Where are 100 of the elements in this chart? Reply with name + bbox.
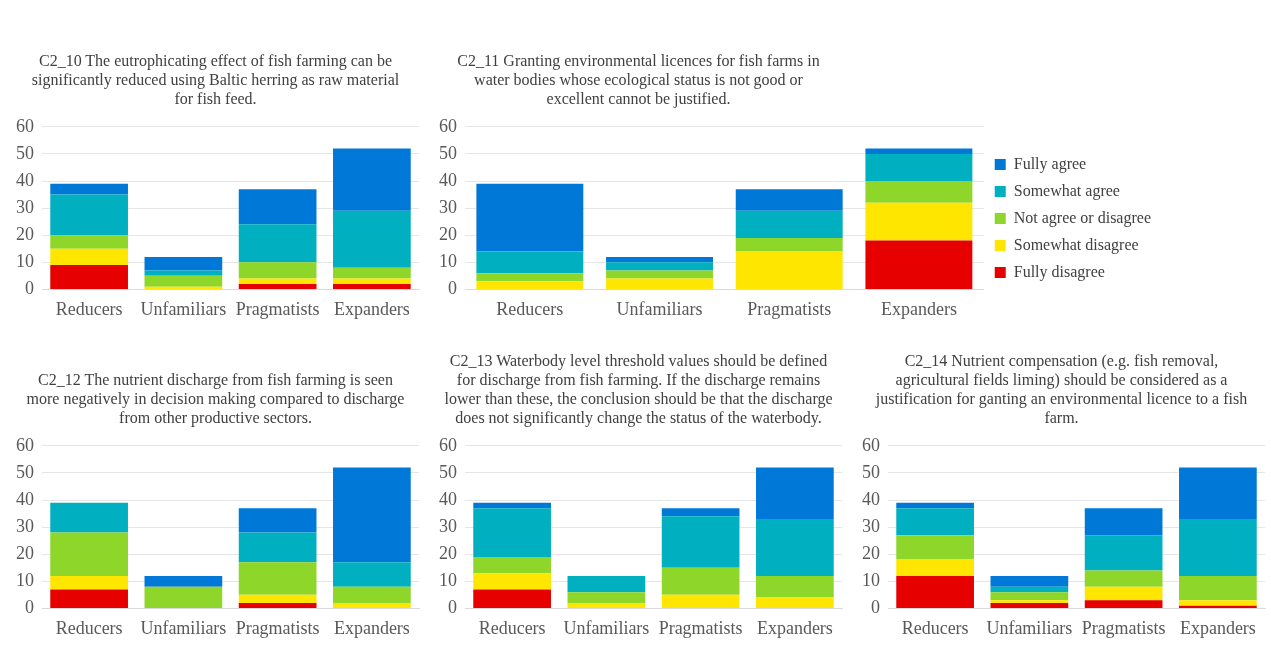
x-tick-label: Expanders	[333, 617, 410, 638]
y-tick-label: 50	[862, 461, 880, 482]
y-tick-label: 0	[448, 597, 457, 618]
y-tick-label: 20	[439, 223, 457, 244]
bar	[756, 575, 834, 598]
chart-title: C2_11 Granting environmental licences for fish farms in water bodies whose ecological status is not good or excellent cannot be justified.	[456, 51, 821, 108]
bar	[896, 502, 974, 509]
y-tick-label: 0	[871, 597, 880, 618]
y-tick-label: 20	[16, 542, 34, 563]
bar	[756, 467, 834, 519]
x-tick-label: Reducers	[478, 617, 546, 638]
bar	[333, 148, 411, 211]
bar	[473, 589, 551, 608]
bar	[50, 502, 128, 533]
bar	[990, 600, 1069, 603]
y-tick-label: 40	[439, 488, 457, 509]
bar	[144, 270, 223, 276]
bar	[333, 283, 411, 289]
y-tick-label: 60	[16, 434, 34, 455]
bar	[238, 189, 317, 225]
bar	[756, 518, 834, 576]
bar	[333, 467, 411, 563]
x-tick-label: Pragmatists	[1081, 617, 1166, 638]
x-tick-label: Pragmatists	[235, 298, 320, 319]
legend-label: Not agree or disagree	[1013, 208, 1151, 227]
y-tick-label: 50	[439, 461, 457, 482]
bar	[896, 575, 974, 608]
bar	[473, 502, 551, 509]
x-tick-label: Unfamiliars	[563, 617, 650, 638]
y-tick-label: 10	[439, 570, 457, 591]
chart-title: C2_13 Waterbody level threshold values should be defined for discharge from fish farming. If the discharge remains lower than these, the conclusion should be that the discharge does not significantly change the status of the waterbody.	[443, 351, 834, 427]
bar	[238, 532, 317, 563]
bar	[476, 273, 584, 282]
bar	[333, 210, 411, 268]
y-tick-label: 60	[16, 115, 34, 136]
bar	[50, 589, 128, 608]
y-tick-label: 20	[862, 542, 880, 563]
bar	[1084, 508, 1163, 536]
y-tick-label: 60	[439, 434, 457, 455]
bar	[333, 278, 411, 284]
bar	[606, 270, 713, 279]
y-tick-label: 40	[439, 169, 457, 190]
bar	[238, 562, 317, 595]
bar	[896, 508, 974, 536]
y-tick-label: 60	[862, 434, 880, 455]
y-tick-label: 10	[439, 251, 457, 272]
chart-title: C2_14 Nutrient compensation (e.g. fish removal, agricultural fields liming) should be considered as a justification for ganting an environmental licence to a fish farm.	[874, 351, 1249, 427]
chart-title: C2_10 The eutrophicating effect of fish farming can be significantly reduced using Baltic herring as raw material for fish feed.	[30, 51, 401, 108]
bar	[476, 183, 584, 252]
x-tick-label: Expanders	[1179, 617, 1256, 638]
bar	[735, 189, 843, 211]
bar	[144, 286, 223, 289]
y-tick-label: 60	[439, 115, 457, 136]
bar	[990, 592, 1069, 601]
y-tick-label: 40	[16, 488, 34, 509]
y-tick-label: 50	[16, 142, 34, 163]
bar	[661, 594, 740, 608]
bar	[333, 602, 411, 608]
bar	[661, 567, 740, 595]
bar	[865, 153, 973, 181]
bar	[606, 278, 713, 289]
bar	[473, 508, 551, 557]
y-tick-label: 50	[16, 461, 34, 482]
bar	[1179, 518, 1257, 576]
bar	[50, 183, 128, 195]
bar	[144, 256, 223, 271]
bar	[865, 148, 973, 154]
bar	[661, 516, 740, 568]
y-tick-label: 30	[862, 515, 880, 536]
bar	[1084, 586, 1163, 601]
bar	[144, 575, 223, 587]
y-tick-label: 10	[16, 570, 34, 591]
bar	[896, 559, 974, 576]
bar	[50, 248, 128, 266]
x-tick-label: Pragmatists	[747, 298, 832, 319]
x-tick-label: Unfamiliars	[140, 298, 227, 319]
bar	[1084, 600, 1163, 608]
bar	[473, 573, 551, 590]
bar	[865, 181, 973, 203]
x-tick-label: Pragmatists	[658, 617, 743, 638]
bar	[238, 278, 317, 284]
y-tick-label: 20	[439, 542, 457, 563]
bar	[1179, 575, 1257, 601]
bar	[735, 210, 843, 238]
y-tick-label: 40	[16, 169, 34, 190]
bar	[238, 508, 317, 533]
y-tick-label: 0	[448, 278, 457, 299]
bar	[50, 575, 128, 590]
y-tick-label: 30	[439, 196, 457, 217]
bar	[50, 265, 128, 289]
y-tick-label: 0	[25, 597, 34, 618]
y-tick-label: 50	[439, 142, 457, 163]
bar	[476, 281, 584, 289]
x-tick-label: Reducers	[496, 298, 564, 319]
bar	[1084, 535, 1163, 571]
bar	[238, 594, 317, 603]
legend-label: Somewhat agree	[1013, 181, 1120, 200]
bar	[567, 575, 646, 593]
x-tick-label: Expanders	[333, 298, 410, 319]
bar	[50, 194, 128, 236]
